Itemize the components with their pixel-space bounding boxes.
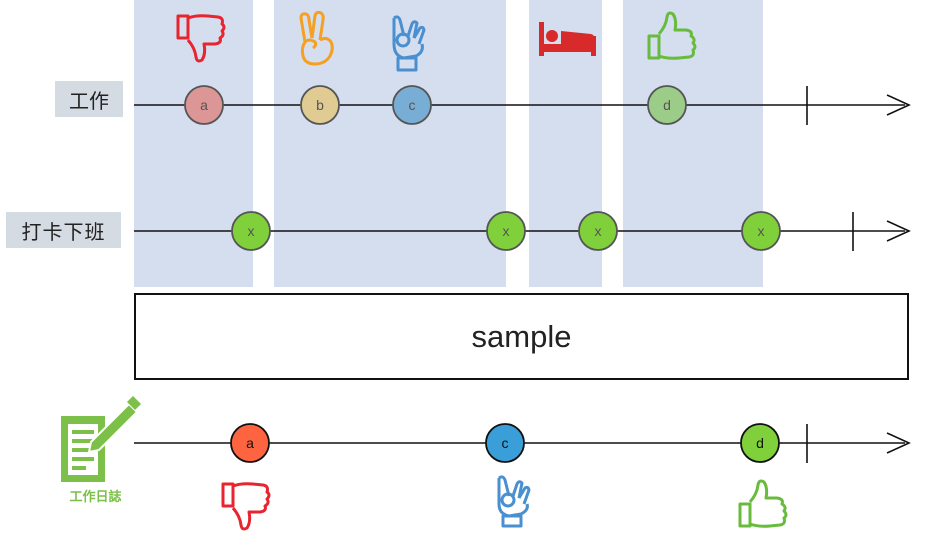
- marble-label: b: [316, 97, 324, 113]
- marble-circle: [230, 423, 270, 463]
- ok-hand-icon: [392, 15, 426, 72]
- work-marble-c: c: [392, 85, 432, 125]
- work-marble-b: b: [300, 85, 340, 125]
- marble-label: x: [248, 223, 255, 239]
- marble-circle: [647, 85, 687, 125]
- marble-label: d: [663, 97, 671, 113]
- thumbs-up-icon: [738, 479, 788, 528]
- clock-marble-4: x: [741, 211, 781, 251]
- marble-label: x: [595, 223, 602, 239]
- marble-circle: [392, 85, 432, 125]
- marble-label: x: [503, 223, 510, 239]
- sample-window-2: [274, 0, 506, 287]
- work-marble-d: d: [647, 85, 687, 125]
- thumbs-down-icon: [221, 482, 271, 531]
- operator-box: sample: [134, 293, 909, 380]
- clock-marble-1: x: [231, 211, 271, 251]
- marble-circle: [300, 85, 340, 125]
- marble-circle: [231, 211, 271, 251]
- work-timeline: [134, 86, 911, 125]
- sample-window-1: [134, 0, 253, 287]
- thumbs-down-icon: [176, 14, 226, 63]
- ok-hand-icon: [497, 475, 531, 528]
- output-marble-d: d: [740, 423, 780, 463]
- work-lane-label: 工作: [55, 81, 123, 117]
- marble-circle: [485, 423, 525, 463]
- clock-arrowhead: [886, 220, 911, 242]
- marble-label: x: [758, 223, 765, 239]
- clock-marble-3: x: [578, 211, 618, 251]
- victory-hand-icon: [299, 10, 334, 66]
- thumbs-up-icon: [647, 11, 697, 60]
- marble-label: c: [502, 435, 509, 451]
- marble-label: c: [409, 97, 416, 113]
- sample-window-4: [623, 0, 763, 287]
- clock-marble-2: x: [486, 211, 526, 251]
- output-marble-a: a: [230, 423, 270, 463]
- output-marble-c: c: [485, 423, 525, 463]
- sample-windows: [134, 0, 763, 287]
- clock-lane-label: 打卡下班: [6, 212, 121, 248]
- marble-circle: [740, 423, 780, 463]
- work-marble-a: a: [184, 85, 224, 125]
- log-lane-label: 工作日誌: [69, 490, 122, 505]
- output-arrowhead: [886, 432, 911, 454]
- notepad-icon: [61, 396, 141, 482]
- marble-label: d: [756, 435, 764, 451]
- marble-circle: [578, 211, 618, 251]
- marble-circle: [486, 211, 526, 251]
- marble-circle: [741, 211, 781, 251]
- marble-circle: [184, 85, 224, 125]
- marble-label: a: [200, 97, 208, 113]
- work-arrowhead: [886, 94, 911, 116]
- bed-icon: [539, 22, 596, 56]
- marble-label: a: [246, 435, 254, 451]
